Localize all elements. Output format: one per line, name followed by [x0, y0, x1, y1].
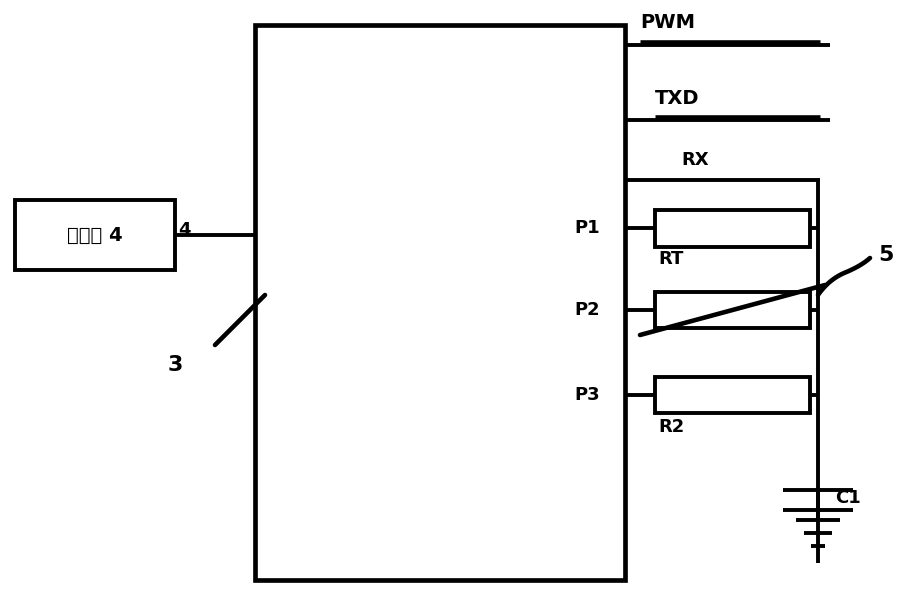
Bar	[655, 377, 810, 413]
Text: RT: RT	[658, 250, 684, 268]
Text: PWM: PWM	[640, 13, 695, 32]
Text: RX: RX	[681, 151, 709, 169]
Bar	[655, 292, 810, 328]
Text: C1: C1	[835, 489, 861, 507]
Text: P1: P1	[575, 219, 600, 237]
Text: 3: 3	[167, 355, 183, 375]
Text: R2: R2	[658, 418, 685, 436]
Bar	[15, 200, 175, 270]
Text: TXD: TXD	[655, 89, 699, 107]
Text: P2: P2	[575, 301, 600, 319]
Bar	[255, 25, 625, 580]
Text: 存储器 4: 存储器 4	[67, 225, 123, 245]
Text: P3: P3	[575, 386, 600, 404]
Bar	[655, 210, 810, 247]
Text: 4: 4	[178, 221, 191, 239]
Text: 5: 5	[878, 245, 893, 265]
